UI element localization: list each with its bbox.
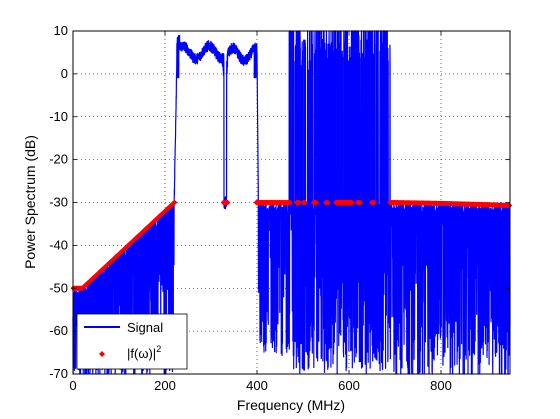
y-tick-label: -70 — [49, 366, 68, 381]
marker-point — [313, 199, 319, 206]
x-tick-label: 800 — [430, 378, 452, 393]
x-axis-label: Frequency (MHz) — [237, 397, 345, 413]
marker-point — [302, 199, 308, 206]
y-tick-label: 10 — [54, 23, 68, 38]
y-tick-label: -50 — [49, 280, 68, 295]
axis-ticks — [72, 30, 510, 375]
legend-marker-superscript: 2 — [156, 344, 161, 354]
legend-marker-label: |f(ω)| — [127, 346, 156, 361]
marker-point — [325, 199, 331, 206]
legend-signal-label: Signal — [127, 320, 163, 335]
x-tick-label: 600 — [338, 378, 360, 393]
tick-labels: 0 200 400 600 800 10 0 -10 -20 -30 -40 -50 -60 -70 — [49, 23, 452, 393]
signal-series — [72, 30, 511, 375]
legend: Signal |f(ω)|2 — [76, 313, 188, 370]
y-axis-label: Power Spectrum (dB) — [22, 135, 38, 269]
marker-point — [349, 199, 355, 206]
marker-series — [70, 199, 513, 291]
legend-marker-text-group: |f(ω)|2 — [127, 344, 161, 361]
marker-point — [287, 199, 293, 206]
x-tick-label: 400 — [246, 378, 268, 393]
y-tick-label: -40 — [49, 237, 68, 252]
x-tick-label: 200 — [154, 378, 176, 393]
marker-point — [225, 199, 231, 206]
marker-point — [296, 199, 302, 206]
signal-line — [72, 30, 511, 375]
marker-point — [357, 199, 364, 206]
y-tick-label: -10 — [49, 109, 68, 124]
marker-point — [172, 199, 178, 206]
legend-marker-symbol — [99, 351, 105, 357]
y-tick-label: -30 — [49, 195, 68, 210]
y-tick-label: 0 — [61, 66, 68, 81]
marker-point — [371, 199, 377, 206]
y-tick-label: -60 — [49, 323, 68, 338]
y-tick-label: -20 — [49, 152, 68, 167]
legend-box — [76, 313, 188, 370]
x-tick-label: 0 — [69, 378, 76, 393]
